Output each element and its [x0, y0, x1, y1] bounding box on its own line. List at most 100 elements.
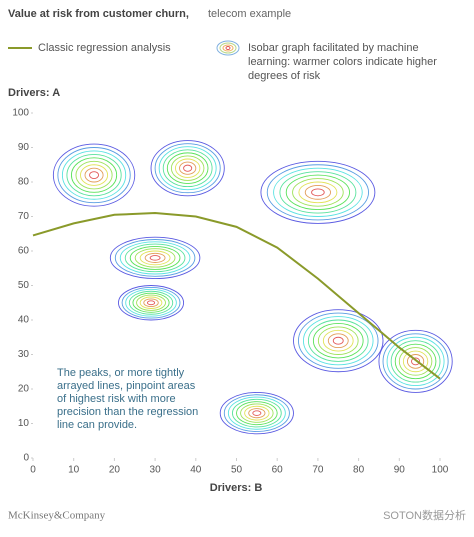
- isobar-contour: [80, 164, 109, 186]
- isobar-contour: [279, 171, 357, 214]
- isobar-contour: [304, 185, 332, 200]
- x-tick-label: 30: [150, 465, 162, 476]
- isobar-contour: [118, 285, 185, 321]
- isobar-contour: [109, 236, 201, 280]
- isobar-contour: [132, 292, 170, 313]
- x-tick-label: 10: [68, 465, 80, 476]
- isobar-contour: [121, 286, 181, 319]
- x-tick-label: 40: [190, 465, 202, 476]
- isobar-contour: [293, 309, 384, 373]
- isobar-contour: [394, 343, 437, 380]
- isobar-contour: [236, 401, 278, 426]
- isobar-contour: [174, 158, 201, 178]
- isobar-contour: [398, 347, 433, 376]
- y-tick-label: 0: [23, 453, 29, 464]
- watermark: SOTON数据分析: [383, 508, 466, 522]
- x-tick-label: 100: [432, 465, 449, 476]
- x-tick-label: 20: [109, 465, 121, 476]
- isobar-contour: [139, 250, 171, 266]
- isobar-contour: [219, 391, 294, 435]
- isobar-contour: [166, 152, 209, 184]
- isobar-contour: [70, 157, 118, 193]
- isobar-contour: [134, 248, 176, 268]
- isobar-contour: [266, 164, 369, 221]
- isobar-contour: [125, 288, 177, 317]
- isobar-contour: [411, 357, 421, 366]
- isobar-contour: [57, 147, 131, 204]
- isobar-contour: [317, 326, 359, 355]
- isobar-contour: [61, 150, 127, 200]
- isobar-contour: [273, 167, 363, 217]
- isobar-contour: [402, 350, 429, 373]
- annotation: line can provide.: [57, 419, 137, 431]
- isobar-contour: [231, 398, 282, 428]
- isobar-contour: [124, 243, 186, 273]
- isobar-contour: [311, 188, 325, 197]
- chart-subtitle: telecom example: [208, 8, 291, 20]
- y-tick-label: 70: [18, 211, 30, 222]
- isobar-contour: [382, 333, 449, 390]
- isobar-contour: [406, 354, 425, 369]
- isobar-contour: [146, 300, 156, 306]
- isobar-contour: [170, 155, 205, 181]
- isobar-contour: [378, 329, 453, 393]
- chart-title: Value at risk from customer churn,: [8, 8, 189, 20]
- y-tick-label: 90: [18, 142, 30, 153]
- isobar-contour: [298, 181, 338, 204]
- isobar-contour: [302, 316, 374, 366]
- y-tick-label: 40: [18, 315, 30, 326]
- isobar-contour: [183, 164, 193, 172]
- legend-label: Classic regression analysis: [38, 42, 171, 54]
- isobar-contour: [75, 160, 113, 190]
- isobar-contour: [292, 178, 344, 207]
- x-tick-label: 50: [231, 465, 243, 476]
- annotation: The peaks, or more tightly: [57, 367, 185, 379]
- isobar-contour: [390, 340, 441, 383]
- legend-label: learning: warmer colors indicate higher: [248, 56, 437, 68]
- annotation: precision than the regression: [57, 406, 198, 418]
- isobar-contour: [223, 394, 290, 432]
- annotation: arrayed lines, pinpoint areas: [57, 380, 196, 392]
- isobar-contour: [312, 323, 364, 359]
- isobar-contour: [386, 336, 445, 386]
- x-tick-label: 90: [394, 465, 406, 476]
- regression-line: [32, 212, 441, 380]
- isobar-contour: [150, 140, 225, 197]
- y-tick-label: 50: [18, 280, 30, 291]
- y-axis-label: Drivers: A: [8, 87, 60, 99]
- legend-label: Isobar graph facilitated by machine: [248, 42, 419, 54]
- isobar-contour: [179, 161, 197, 175]
- isobar-contour: [158, 146, 217, 191]
- isobar-contour: [248, 408, 266, 419]
- x-tick-label: 80: [353, 465, 365, 476]
- isobar-contour: [162, 149, 213, 188]
- isobar-contour: [227, 396, 286, 430]
- x-tick-label: 0: [30, 465, 36, 476]
- y-tick-label: 100: [12, 108, 29, 119]
- isobar-contour: [66, 153, 122, 197]
- isobar-contour: [128, 290, 174, 315]
- isobar-contour: [52, 143, 136, 207]
- isobar-contour: [89, 171, 100, 180]
- isobar-contour: [252, 410, 262, 416]
- isobar-contour: [332, 336, 344, 345]
- isobar-contour: [244, 405, 270, 421]
- y-tick-label: 10: [18, 418, 30, 429]
- y-tick-label: 30: [18, 349, 30, 360]
- y-tick-label: 20: [18, 384, 30, 395]
- isobar-contour: [307, 319, 369, 362]
- legend-label: degrees of risk: [248, 70, 321, 82]
- isobar-contour: [327, 333, 349, 349]
- legend-isobar-icon: [216, 40, 240, 56]
- isobar-contour: [285, 174, 351, 211]
- x-axis-label: Drivers: B: [210, 482, 263, 494]
- x-tick-label: 70: [312, 465, 324, 476]
- x-tick-label: 60: [272, 465, 284, 476]
- isobar-contour: [298, 312, 379, 369]
- isobar-contour: [119, 241, 191, 275]
- y-tick-label: 60: [18, 246, 30, 257]
- isobar-contour: [129, 245, 181, 270]
- isobar-contour: [143, 298, 159, 308]
- isobar-contour: [240, 403, 274, 423]
